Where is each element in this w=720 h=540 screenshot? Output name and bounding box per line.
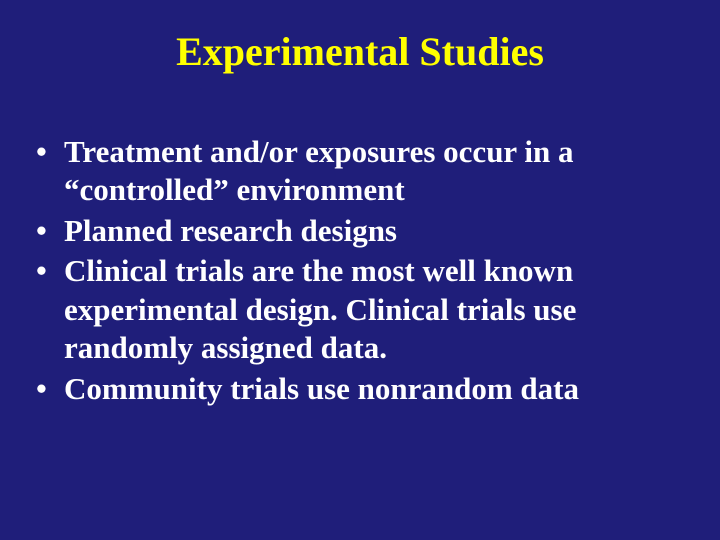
bullet-list: Treatment and/or exposures occur in a “c… <box>30 133 682 408</box>
list-item: Treatment and/or exposures occur in a “c… <box>30 133 682 210</box>
list-item: Clinical trials are the most well known … <box>30 252 682 367</box>
slide-title: Experimental Studies <box>30 28 690 75</box>
slide: Experimental Studies Treatment and/or ex… <box>0 0 720 540</box>
list-item: Planned research designs <box>30 212 682 250</box>
list-item: Community trials use nonrandom data <box>30 370 682 408</box>
